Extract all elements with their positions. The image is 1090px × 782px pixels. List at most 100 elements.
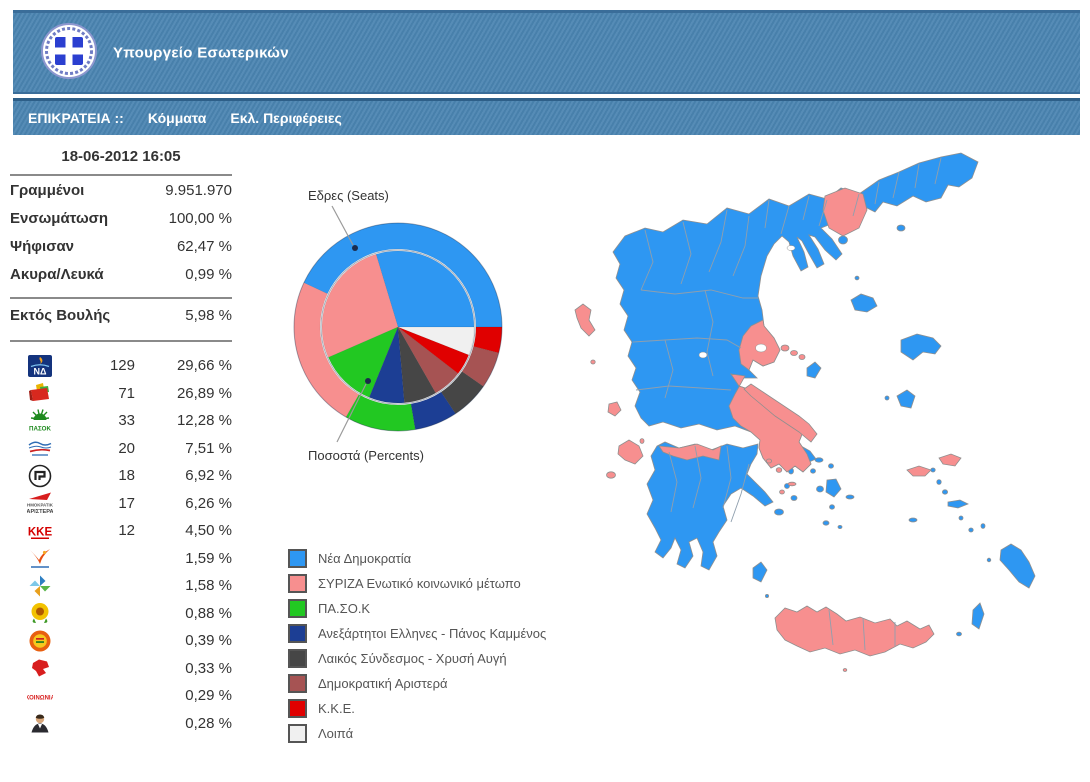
map-island bbox=[968, 527, 974, 533]
stat-value: 62,47 % bbox=[176, 237, 232, 255]
map-island-karpathos bbox=[971, 602, 985, 630]
party-seats: 71 bbox=[118, 384, 135, 402]
divider bbox=[10, 174, 232, 176]
map-region-mainland bbox=[612, 152, 979, 473]
map-island bbox=[825, 478, 842, 498]
legend-row: ΣΥΡΙΖΑ Ενωτικό κοινωνικό μέτωπο bbox=[288, 571, 546, 596]
map-island-ikaria bbox=[906, 465, 932, 477]
party-percent: 6,26 % bbox=[185, 494, 232, 512]
legend-row: Λαικός Σύνδεσμος - Χρυσή Αυγή bbox=[288, 646, 546, 671]
region-borders bbox=[632, 157, 942, 651]
legend-row: Νέα Δημοκρατία bbox=[288, 546, 546, 571]
party-row[interactable]: 0,33 % bbox=[10, 655, 232, 683]
seats-slice bbox=[461, 346, 500, 387]
syriza-regions[interactable] bbox=[574, 187, 962, 672]
party-row[interactable]: 0,28 % bbox=[10, 710, 232, 738]
map-island bbox=[900, 333, 942, 361]
map-island bbox=[958, 515, 964, 521]
seats-label-leader-line bbox=[331, 205, 354, 246]
summary-stats: Γραμμένοι 9.951.970 Ενσωμάτωση 100,00 % Ψήφι… bbox=[10, 176, 232, 288]
nd-logo: ΝΔ bbox=[27, 353, 53, 379]
party-row[interactable]: 1,59 % bbox=[10, 545, 232, 573]
map-island bbox=[837, 524, 843, 529]
percents-pie-label: Ποσοστά (Percents) bbox=[308, 448, 424, 463]
party-row[interactable]: ΚΟΙΝΩΝΙΑ 0,29 % bbox=[10, 682, 232, 710]
stat-label: Ακυρα/Λευκά bbox=[10, 265, 104, 283]
party-row[interactable]: 20 7,51 % bbox=[10, 435, 232, 463]
stat-value: 9.951.970 bbox=[165, 181, 232, 199]
stat-row: Γραμμένοι 9.951.970 bbox=[10, 176, 232, 204]
party-row[interactable]: 0,39 % bbox=[10, 627, 232, 655]
party-percent: 26,89 % bbox=[176, 384, 232, 402]
ministry-logo[interactable] bbox=[40, 22, 98, 80]
party-seats: 20 bbox=[118, 439, 135, 457]
party-percent: 1,58 % bbox=[185, 577, 232, 595]
legend-color-chip bbox=[288, 624, 307, 643]
pinwheel-logo bbox=[27, 573, 53, 599]
party-row[interactable]: 18 6,92 % bbox=[10, 462, 232, 490]
greece-map[interactable] bbox=[545, 140, 1090, 760]
party-row[interactable]: 0,88 % bbox=[10, 600, 232, 628]
nav-link-districts[interactable]: Εκλ. Περιφέρειες bbox=[230, 110, 342, 126]
legend-label: Λαικός Σύνδεσμος - Χρυσή Αυγή bbox=[318, 651, 507, 666]
map-island bbox=[798, 354, 806, 360]
percent-slice bbox=[368, 326, 405, 404]
results-timestamp: 18-06-2012 16:05 bbox=[61, 148, 181, 165]
map-island bbox=[774, 508, 784, 516]
anel-logo bbox=[27, 435, 53, 461]
legend-color-chip bbox=[288, 649, 307, 668]
svg-text:ΚΟΙΝΩΝΙΑ: ΚΟΙΝΩΝΙΑ bbox=[27, 695, 53, 701]
svg-text:ΑΡΙΣΤΕΡΑ: ΑΡΙΣΤΕΡΑ bbox=[27, 509, 53, 515]
legend-label: Κ.Κ.Ε. bbox=[318, 701, 355, 716]
firebird-logo bbox=[27, 545, 53, 571]
legend-row: Λοιπά bbox=[288, 721, 546, 746]
legend-color-chip bbox=[288, 574, 307, 593]
percents-label-leader-line bbox=[336, 383, 367, 443]
map-island bbox=[854, 275, 860, 281]
map-island-rhodes bbox=[999, 543, 1036, 589]
party-row[interactable]: ΝΔ 129 29,66 % bbox=[10, 352, 232, 380]
legend-color-chip bbox=[288, 674, 307, 693]
kke-logo: ΚΚΕ bbox=[27, 518, 53, 544]
round-emblem-logo bbox=[27, 628, 53, 654]
map-island bbox=[764, 593, 769, 598]
svg-text:ΚΚΕ: ΚΚΕ bbox=[28, 526, 53, 538]
map-island bbox=[775, 467, 783, 473]
legend-label: Νέα Δημοκρατία bbox=[318, 551, 412, 566]
party-row[interactable]: 71 26,89 % bbox=[10, 380, 232, 408]
stat-row: Ψήφισαν 62,47 % bbox=[10, 232, 232, 260]
svg-text:ΔΗΜΟΚΡΑΤΙΚΗ: ΔΗΜΟΚΡΑΤΙΚΗ bbox=[27, 503, 53, 508]
party-percent: 0,88 % bbox=[185, 604, 232, 622]
stat-row: Ενσωμάτωση 100,00 % bbox=[10, 204, 232, 232]
nd-regions[interactable] bbox=[612, 152, 1036, 637]
party-row[interactable]: 1,58 % bbox=[10, 572, 232, 600]
map-island bbox=[908, 517, 918, 523]
map-island bbox=[845, 494, 855, 500]
pasok-logo: ΠΑΣΟΚ bbox=[27, 408, 53, 434]
party-row[interactable]: ΠΑΣΟΚ 33 12,28 % bbox=[10, 407, 232, 435]
nav-link-parties[interactable]: Κόμματα bbox=[147, 110, 207, 126]
outside-parliament-value: 5,98 % bbox=[185, 306, 232, 324]
outside-parliament-row: Εκτός Βουλής 5,98 % bbox=[10, 299, 232, 331]
map-island bbox=[941, 489, 948, 495]
map-island bbox=[986, 557, 992, 563]
nav-bar: ΕΠΙΚΡΑΤΕΙΑ :: Κόμματα Εκλ. Περιφέρειες bbox=[13, 98, 1080, 135]
legend-label: Δημοκρατική Αριστερά bbox=[318, 676, 448, 691]
red-map-logo bbox=[27, 655, 53, 681]
legend-label: Ανεξάρτητοι Ελληνες - Πάνος Καμμένος bbox=[318, 626, 547, 641]
party-row[interactable]: ΚΚΕ 12 4,50 % bbox=[10, 517, 232, 545]
party-row[interactable]: ΔΗΜΟΚΡΑΤΙΚΗΑΡΙΣΤΕΡΑ 17 6,26 % bbox=[10, 490, 232, 518]
legend-row: Ανεξάρτητοι Ελληνες - Πάνος Καμμένος bbox=[288, 621, 546, 646]
map-island bbox=[842, 668, 848, 672]
party-seats: 33 bbox=[118, 412, 135, 430]
party-seats: 17 bbox=[118, 494, 135, 512]
party-percent: 6,92 % bbox=[185, 467, 232, 485]
stat-value: 0,99 % bbox=[185, 265, 232, 283]
map-water-holes bbox=[698, 245, 796, 359]
seats-ring-label: Εδρες (Seats) bbox=[308, 188, 389, 203]
party-seats: 18 bbox=[118, 467, 135, 485]
syriza-logo bbox=[27, 380, 53, 406]
map-island bbox=[780, 344, 790, 352]
legend-row: Δημοκρατική Αριστερά bbox=[288, 671, 546, 696]
map-island bbox=[806, 361, 822, 379]
